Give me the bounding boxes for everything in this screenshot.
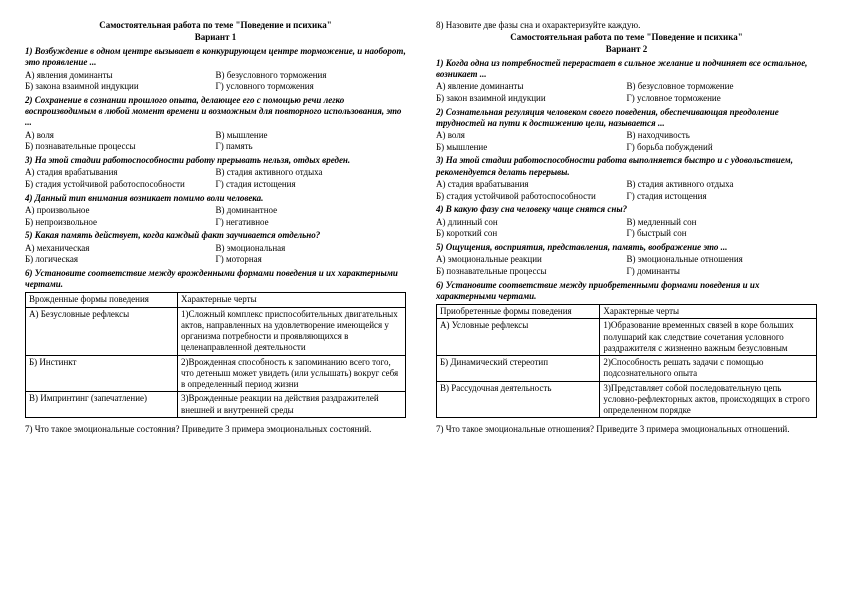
v2-q1-answers: А) явление доминанты В) безусловное торм… (436, 81, 817, 104)
v1-q6: 6) Установите соответствие между врожден… (25, 268, 406, 291)
ans: Г) негативное (216, 217, 407, 229)
th: Характерные черты (178, 293, 406, 307)
ans: В) безусловное торможение (627, 81, 818, 93)
td: 2)Способность решать задачи с помощью по… (600, 356, 817, 382)
ans: Б) познавательные процессы (25, 141, 216, 153)
right-column: 8) Назовите две фазы сна и охарактеризуй… (421, 0, 842, 595)
v1-q5-answers: А) механическая В) эмоциональная Б) логи… (25, 243, 406, 266)
v1-q1: 1) Возбуждение в одном центре вызывает в… (25, 46, 406, 69)
ans: Г) условное торможение (627, 93, 818, 105)
ans: А) воля (436, 130, 627, 142)
ans: Г) стадия истощения (216, 179, 407, 191)
td: 3)Представляет собой последовательную це… (600, 381, 817, 418)
variant-2-label: Вариант 2 (436, 44, 817, 54)
v2-q7: 7) Что такое эмоциональные отношения? Пр… (436, 424, 817, 436)
td: 1)Образование временных связей в коре бо… (600, 319, 817, 356)
v1-q5: 5) Какая память действует, когда каждый … (25, 230, 406, 241)
ans: А) механическая (25, 243, 216, 255)
td: 1)Сложный комплекс приспособительных дви… (178, 307, 406, 355)
v1-q2: 2) Сохранение в сознании прошлого опыта,… (25, 95, 406, 129)
ans: Б) мышление (436, 142, 627, 154)
td: А) Условные рефлексы (437, 319, 600, 356)
th: Врожденные формы поведения (26, 293, 178, 307)
v2-q3-answers: А) стадия врабатывания В) стадия активно… (436, 179, 817, 202)
ans: Г) моторная (216, 254, 407, 266)
v2-q5-answers: А) эмоциональные реакции В) эмоциональны… (436, 254, 817, 277)
v2-pre-q: 8) Назовите две фазы сна и охарактеризуй… (436, 20, 817, 32)
v1-q1-answers: А) явления доминанты В) безусловного тор… (25, 70, 406, 93)
ans: Г) память (216, 141, 407, 153)
left-column: Самостоятельная работа по теме "Поведени… (0, 0, 421, 595)
title-1: Самостоятельная работа по теме "Поведени… (25, 20, 406, 30)
ans: Г) стадия истощения (627, 191, 818, 203)
ans: А) явления доминанты (25, 70, 216, 82)
v2-q6: 6) Установите соответствие между приобре… (436, 280, 817, 303)
td: Б) Динамический стереотип (437, 356, 600, 382)
ans: В) эмоциональные отношения (627, 254, 818, 266)
v1-q4-answers: А) произвольное В) доминантное Б) непрои… (25, 205, 406, 228)
v1-q3-answers: А) стадия врабатывания В) стадия активно… (25, 167, 406, 190)
v2-q5: 5) Ощущения, восприятия, представления, … (436, 242, 817, 253)
v1-q3: 3) На этой стадии работоспособности рабо… (25, 155, 406, 166)
v2-q2-answers: А) воля В) находчивость Б) мышление Г) б… (436, 130, 817, 153)
v2-table: Приобретенные формы поведения Характерны… (436, 304, 817, 418)
ans: Г) быстрый сон (627, 228, 818, 240)
ans: А) явление доминанты (436, 81, 627, 93)
ans: В) медленный сон (627, 217, 818, 229)
v2-q2: 2) Сознательная регуляция человеком свое… (436, 107, 817, 130)
v1-q2-answers: А) воля В) мышление Б) познавательные пр… (25, 130, 406, 153)
ans: А) воля (25, 130, 216, 142)
ans: Б) познавательные процессы (436, 266, 627, 278)
ans: Г) борьба побуждений (627, 142, 818, 154)
ans: А) эмоциональные реакции (436, 254, 627, 266)
ans: А) стадия врабатывания (25, 167, 216, 179)
v2-q3: 3) На этой стадии работоспособности рабо… (436, 155, 817, 178)
title-2: Самостоятельная работа по теме "Поведени… (436, 32, 817, 42)
variant-1-label: Вариант 1 (25, 32, 406, 42)
ans: А) стадия врабатывания (436, 179, 627, 191)
v1-q7: 7) Что такое эмоциональные состояния? Пр… (25, 424, 406, 436)
ans: Б) короткий сон (436, 228, 627, 240)
ans: Б) стадия устойчивой работоспособности (25, 179, 216, 191)
ans: А) длинный сон (436, 217, 627, 229)
td: А) Безусловные рефлексы (26, 307, 178, 355)
ans: В) эмоциональная (216, 243, 407, 255)
ans: В) стадия активного отдыха (216, 167, 407, 179)
ans: В) находчивость (627, 130, 818, 142)
th: Приобретенные формы поведения (437, 305, 600, 319)
ans: Г) условного торможения (216, 81, 407, 93)
td: В) Рассудочная деятельность (437, 381, 600, 418)
td: В) Импринтинг (запечатление) (26, 392, 178, 418)
v1-table: Врожденные формы поведения Характерные ч… (25, 292, 406, 418)
ans: Б) логическая (25, 254, 216, 266)
ans: А) произвольное (25, 205, 216, 217)
ans: Б) закона взаимной индукции (25, 81, 216, 93)
ans: Б) непроизвольное (25, 217, 216, 229)
ans: В) стадия активного отдыха (627, 179, 818, 191)
v1-q4: 4) Данный тип внимания возникает помимо … (25, 193, 406, 204)
ans: Б) закон взаимной индукции (436, 93, 627, 105)
v2-q1: 1) Когда одна из потребностей перерастае… (436, 58, 817, 81)
td: 3)Врожденные реакции на действия раздраж… (178, 392, 406, 418)
th: Характерные черты (600, 305, 817, 319)
v2-q4-answers: А) длинный сон В) медленный сон Б) корот… (436, 217, 817, 240)
ans: В) безусловного торможения (216, 70, 407, 82)
td: Б) Инстинкт (26, 355, 178, 392)
v2-q4: 4) В какую фазу сна человеку чаще снятся… (436, 204, 817, 215)
ans: В) доминантное (216, 205, 407, 217)
ans: Г) доминанты (627, 266, 818, 278)
td: 2)Врожденная способность к запоминанию в… (178, 355, 406, 392)
ans: Б) стадия устойчивой работоспособности (436, 191, 627, 203)
ans: В) мышление (216, 130, 407, 142)
